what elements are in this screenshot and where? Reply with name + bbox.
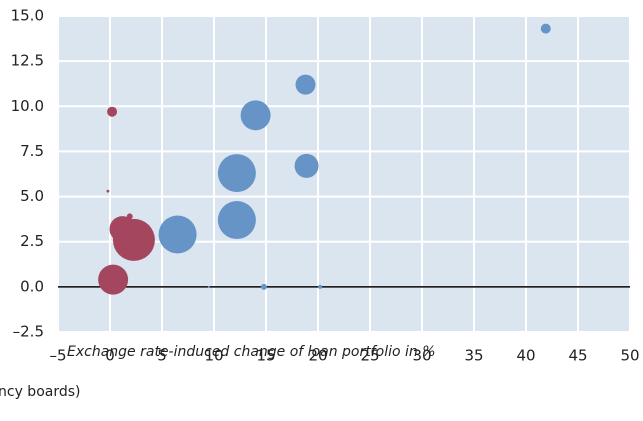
x-tick-label: –5 xyxy=(49,347,66,365)
bubble xyxy=(318,284,323,289)
bubble xyxy=(260,283,267,290)
x-tick-label: 25 xyxy=(360,347,379,365)
y-tick-label: 0.0 xyxy=(20,277,44,295)
bubble xyxy=(106,189,110,193)
x-axis-label: Exchange rate-induced change of loan por… xyxy=(67,344,436,360)
y-tick-label: 7.5 xyxy=(20,142,44,160)
x-tick-label: 40 xyxy=(516,347,535,365)
bubble xyxy=(294,153,319,178)
x-tick-label: 30 xyxy=(412,347,431,365)
plot-area xyxy=(58,16,630,332)
bubble xyxy=(295,74,316,95)
note: ncy boards) xyxy=(0,384,81,400)
bubble xyxy=(240,100,271,131)
x-tick-label: 35 xyxy=(464,347,483,365)
x-tick-label: 45 xyxy=(568,347,587,365)
y-tick-label: 15.0 xyxy=(11,7,44,25)
x-tick-label: 50 xyxy=(620,347,639,365)
x-tick-label: 15 xyxy=(256,347,275,365)
x-tick-label: 5 xyxy=(157,347,167,365)
y-tick-label: 10.0 xyxy=(11,97,44,115)
bubble xyxy=(158,215,197,254)
bubble xyxy=(107,106,118,117)
y-tick-label: 5.0 xyxy=(20,187,44,205)
y-tick-label: 2.5 xyxy=(20,232,44,250)
y-tick-label: 12.5 xyxy=(11,52,44,70)
bubble xyxy=(217,154,256,193)
bubble xyxy=(207,285,210,288)
x-tick-label: 0 xyxy=(105,347,115,365)
x-tick-label: 10 xyxy=(204,347,223,365)
x-tick-label: 20 xyxy=(308,347,327,365)
bubble xyxy=(112,218,155,261)
bubble xyxy=(540,23,551,34)
bubble xyxy=(217,201,256,240)
y-tick-label: –2.5 xyxy=(13,323,44,341)
bubble xyxy=(98,264,129,295)
